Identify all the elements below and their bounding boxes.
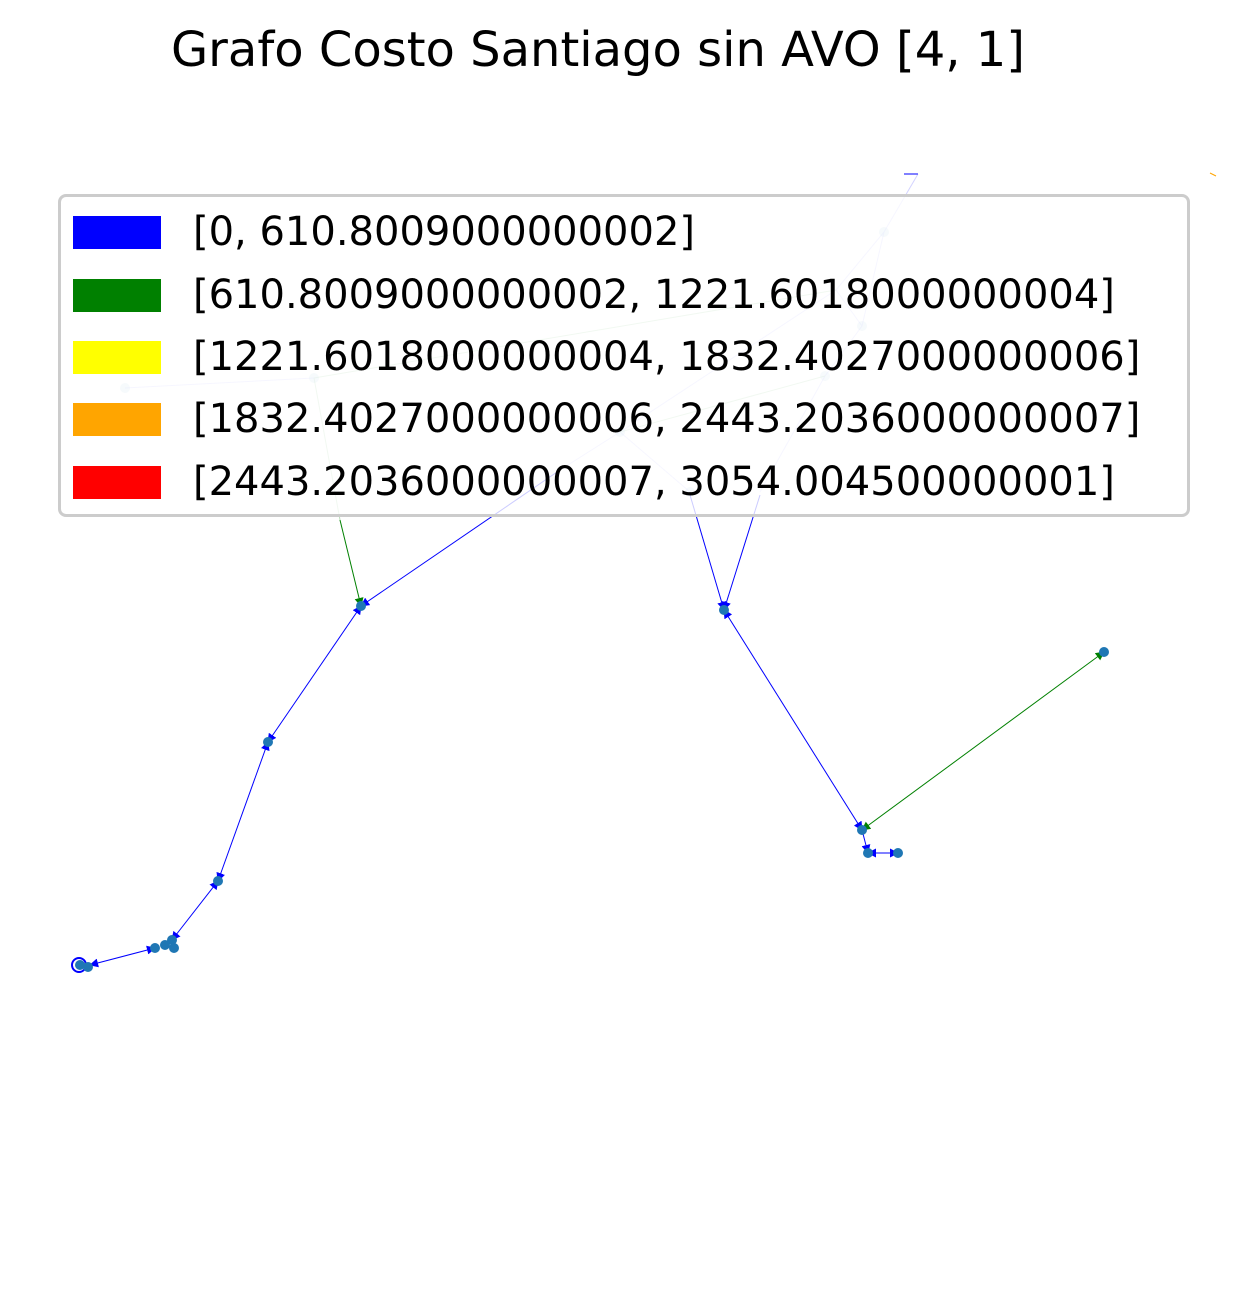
legend-item: [1221.6018000000004, 1832.4027000000006]	[73, 334, 1141, 380]
edge	[861, 651, 1105, 831]
legend-swatch-blue	[73, 215, 161, 249]
graph-node	[356, 601, 366, 611]
edge	[171, 880, 219, 941]
legend-swatch-green	[73, 278, 161, 312]
legend-label: [0, 610.8009000000002]	[193, 209, 695, 255]
graph-node	[169, 943, 179, 953]
edge	[267, 605, 362, 743]
graph-node	[263, 737, 273, 747]
graph-node	[213, 876, 223, 886]
graph-node	[893, 848, 903, 858]
legend-label: [610.8009000000002, 1221.6018000000004]	[193, 272, 1115, 318]
legend-label: [1221.6018000000004, 1832.4027000000006]	[193, 334, 1141, 380]
legend: [0, 610.8009000000002] [610.800900000000…	[58, 194, 1190, 517]
page-title: Grafo Costo Santiago sin AVO [4, 1]	[170, 22, 1026, 78]
graph-node	[150, 943, 160, 953]
edge	[216, 741, 270, 882]
graph-node	[863, 848, 873, 858]
legend-item: [2443.2036000000007, 3054.004500000001]	[73, 459, 1115, 505]
graph-node	[857, 825, 867, 835]
graph-node	[83, 962, 93, 972]
legend-item: [0, 610.8009000000002]	[73, 209, 695, 255]
legend-swatch-yellow	[73, 340, 161, 374]
nodes	[75, 601, 1109, 972]
edge	[1209, 172, 1217, 177]
legend-item: [1832.4027000000006, 2443.2036000000007]	[73, 396, 1141, 442]
edge	[339, 519, 364, 607]
graph-node	[1099, 647, 1109, 657]
graph-node	[160, 940, 170, 950]
legend-label: [2443.2036000000007, 3054.004500000001]	[193, 459, 1115, 505]
graph-node	[719, 605, 729, 615]
edge	[89, 945, 156, 968]
legend-swatch-red	[73, 465, 161, 499]
legend-item: [610.8009000000002, 1221.6018000000004]	[73, 272, 1115, 318]
legend-swatch-orange	[73, 402, 161, 436]
graph-node	[75, 960, 85, 970]
edges-green	[339, 519, 1105, 831]
legend-label: [1832.4027000000006, 2443.2036000000007]	[193, 396, 1141, 442]
graph-node	[167, 935, 177, 945]
edge	[723, 609, 863, 831]
